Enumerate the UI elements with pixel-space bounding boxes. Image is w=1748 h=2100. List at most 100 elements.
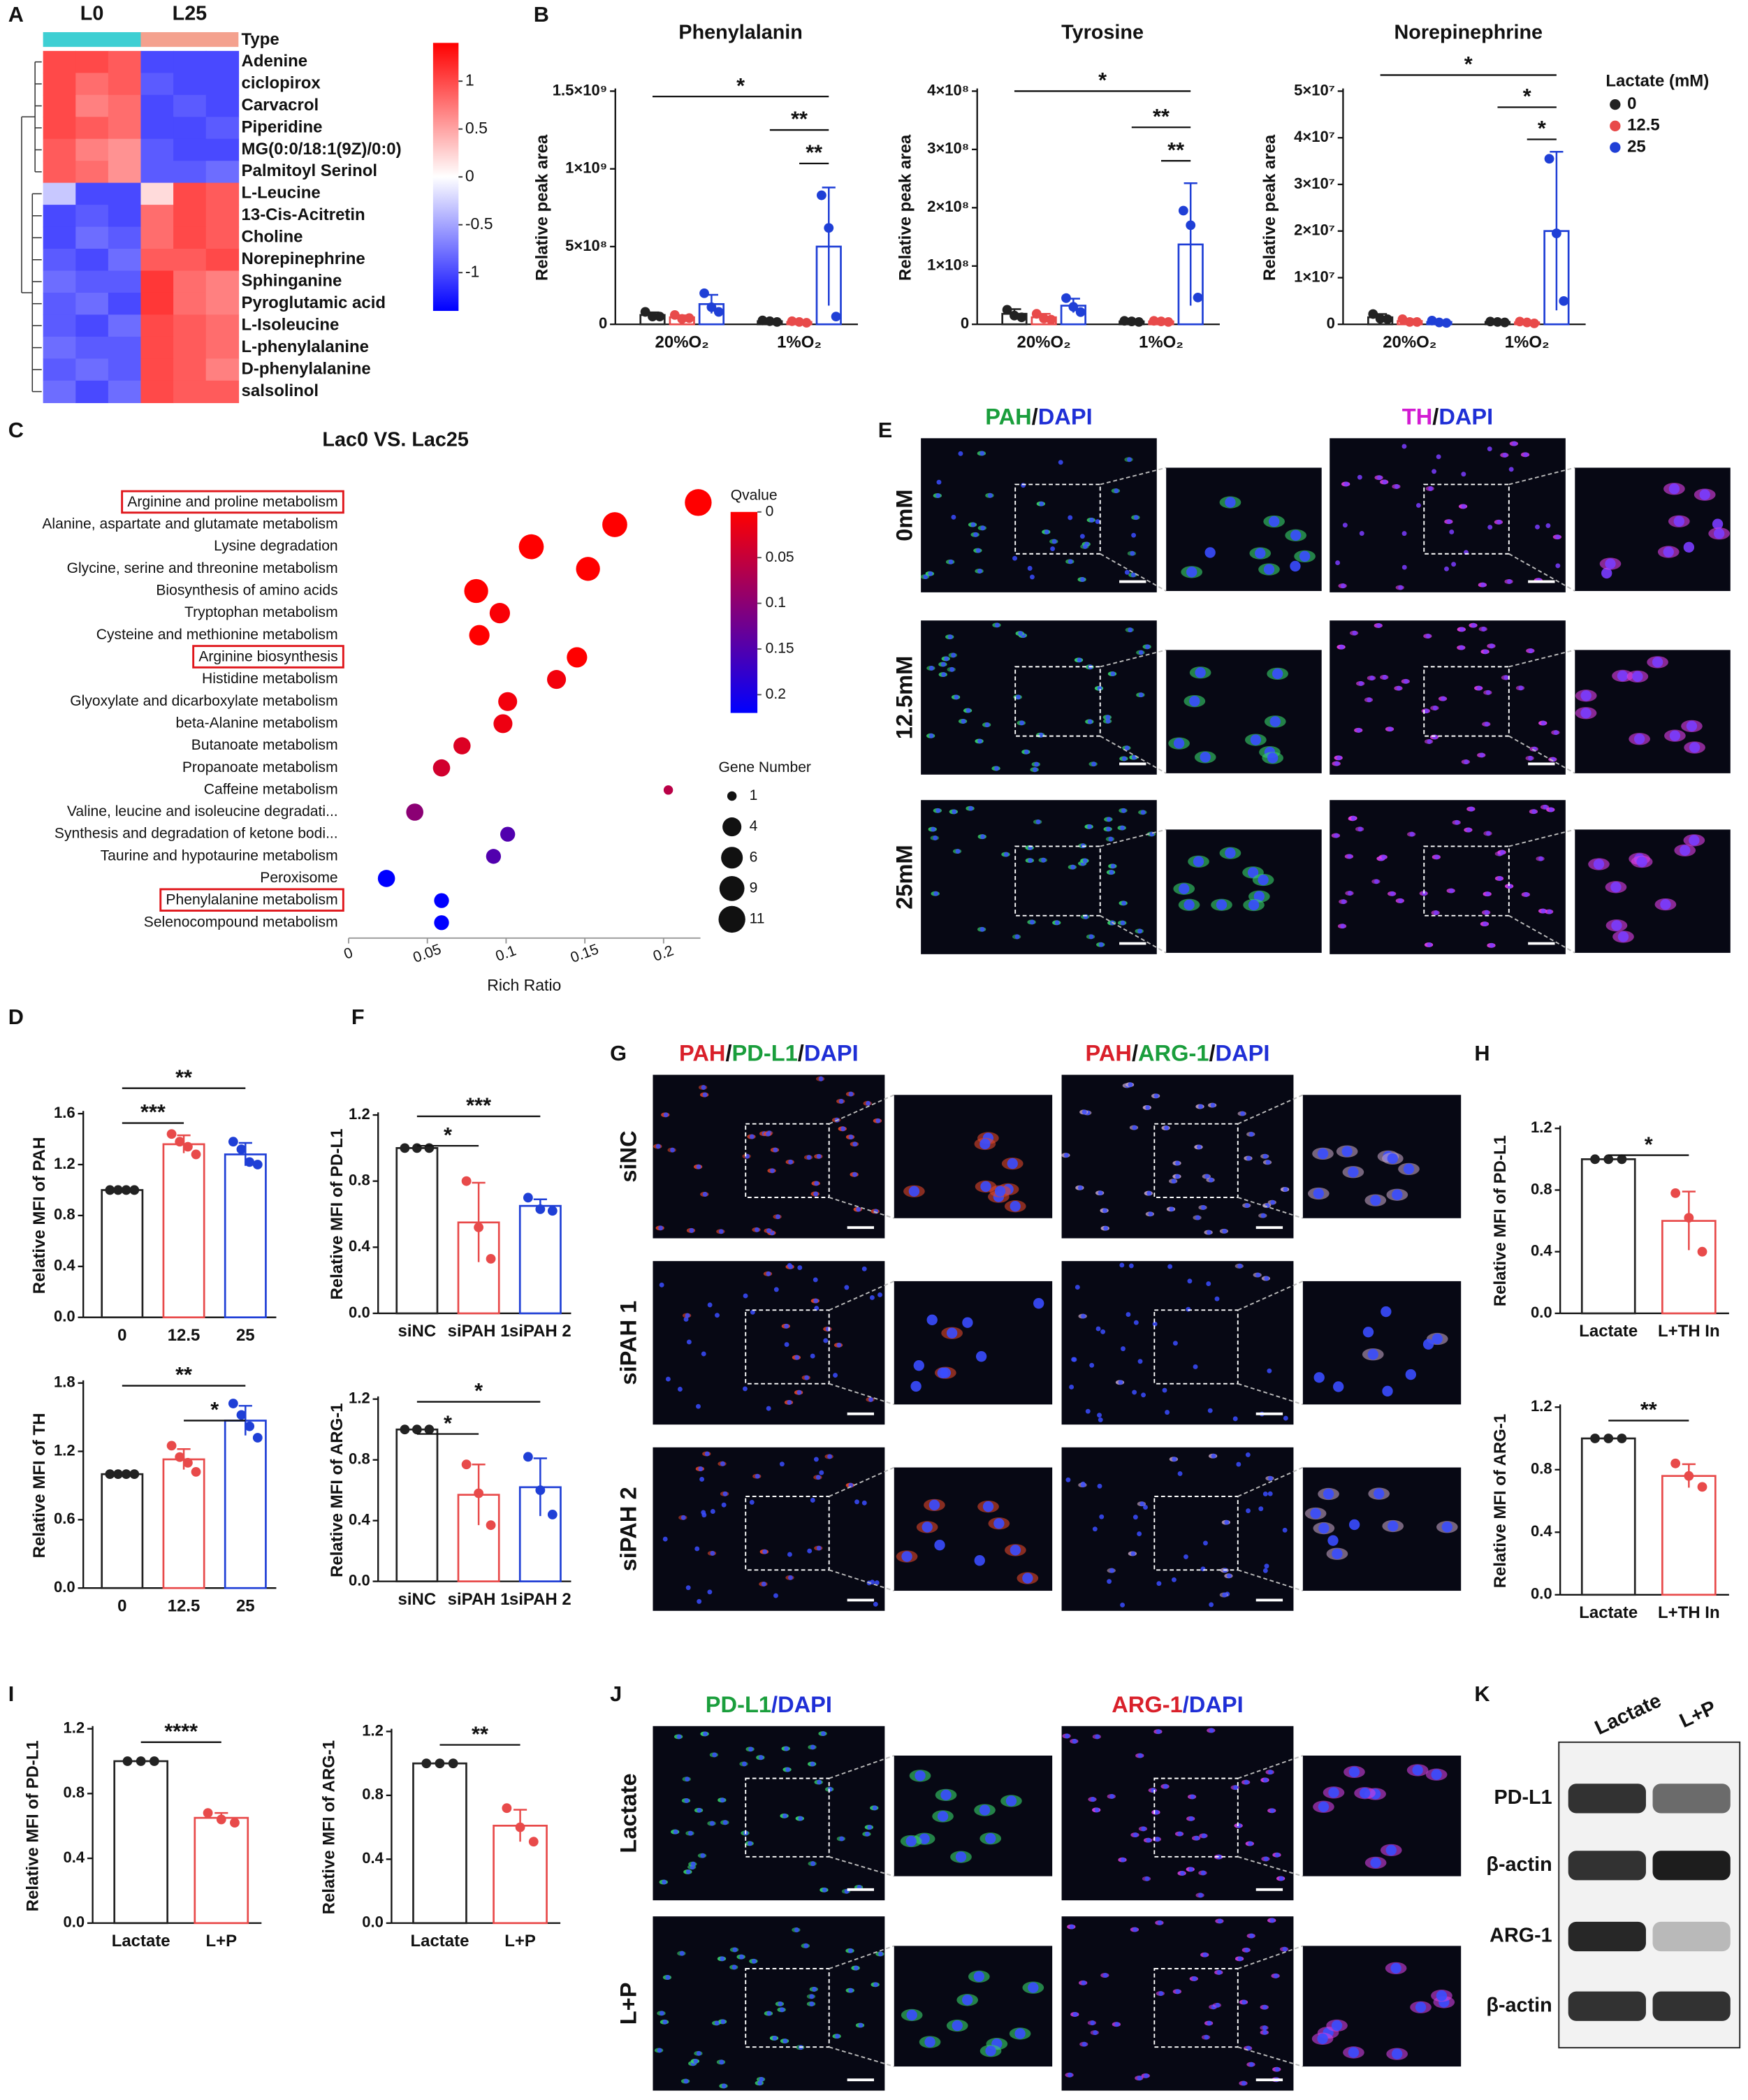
heat-cell	[43, 205, 77, 228]
nucleus	[1196, 1144, 1202, 1150]
heat-cell	[140, 336, 174, 360]
nucleus	[1105, 718, 1111, 724]
y-tick-label: 0.8	[362, 1786, 384, 1803]
nucleus	[1528, 648, 1534, 654]
inset-guide	[829, 1383, 895, 1406]
nucleus	[762, 1549, 768, 1554]
stain-part: /	[771, 1691, 778, 1717]
nucleus	[1508, 467, 1514, 472]
nucleus	[1058, 460, 1063, 465]
data-point	[1544, 154, 1554, 164]
y-axis-label: Relative peak area	[896, 134, 915, 281]
heat-cell	[108, 226, 142, 249]
stain-part: ARG-1	[1112, 1691, 1182, 1717]
heat-cell	[75, 380, 109, 404]
nucleus	[1007, 1158, 1018, 1169]
y-tick-label: 0.0	[362, 1913, 384, 1931]
nucleus	[1106, 826, 1112, 832]
nucleus	[1260, 1213, 1266, 1218]
nucleus	[1186, 567, 1197, 578]
highlight-box	[192, 645, 344, 669]
nucleus	[1484, 722, 1490, 727]
nucleus	[683, 2078, 689, 2084]
data-point	[228, 1399, 238, 1408]
y-axis-label: Relative MFI of TH	[30, 1413, 49, 1559]
data-point	[245, 1421, 255, 1431]
inset-box	[745, 1496, 830, 1571]
nucleus	[1374, 879, 1379, 884]
x-tick-label: 20%O₂	[1383, 333, 1436, 351]
nucleus	[1169, 1206, 1174, 1212]
heat-cell	[205, 73, 240, 96]
nucleus	[1340, 924, 1346, 929]
row-label: L-Isoleucine	[242, 315, 340, 334]
nucleus	[980, 1181, 991, 1193]
nucleus	[848, 1135, 854, 1139]
stain-part: TH	[1402, 403, 1432, 429]
nucleus	[980, 834, 986, 840]
data-point	[1590, 1434, 1600, 1443]
inset-box	[745, 1777, 830, 1858]
data-point	[400, 1424, 410, 1435]
data-point	[699, 288, 709, 298]
nucleus	[813, 1191, 819, 1197]
nucleus	[1098, 1190, 1103, 1196]
nucleus	[1428, 486, 1434, 491]
data-point	[121, 1185, 131, 1195]
nucleus	[1335, 560, 1341, 566]
heat-cell	[140, 94, 174, 118]
group-label: L0	[80, 3, 104, 25]
nucleus	[1237, 1263, 1243, 1269]
data-point	[1119, 316, 1130, 326]
nucleus	[788, 1575, 793, 1580]
band	[1652, 1851, 1731, 1881]
nucleus	[955, 849, 961, 854]
heat-cell	[140, 358, 174, 381]
nucleus	[848, 1091, 854, 1097]
highlight-box	[159, 888, 344, 912]
stain-part: /	[1132, 1040, 1138, 1065]
bar	[395, 1147, 439, 1315]
pathway-label: Selenocompound metabolism	[144, 914, 338, 930]
nucleus	[1050, 546, 1056, 551]
y-tick-label: 0.0	[63, 1913, 85, 1931]
nucleus	[827, 1454, 833, 1459]
nucleus	[815, 1475, 821, 1480]
colorbar-label: -1	[465, 262, 479, 280]
nucleus	[1028, 1982, 1039, 1993]
pathway-label: Alanine, aspartate and glutamate metabol…	[42, 516, 337, 532]
nucleus	[1370, 1195, 1381, 1206]
nucleus	[1190, 1794, 1195, 1800]
data-point	[1031, 309, 1042, 319]
heat-cell	[43, 358, 77, 381]
nucleus	[1432, 469, 1437, 474]
inset-guide	[1237, 1094, 1304, 1125]
inset-guide	[829, 1197, 895, 1219]
nucleus	[910, 1380, 922, 1392]
inset-guide	[1100, 649, 1167, 668]
nucleus	[1436, 454, 1441, 460]
chart-title: Tyrosine	[1061, 22, 1144, 44]
inset-guide	[829, 1281, 895, 1311]
heat-cell	[75, 205, 109, 228]
nucleus	[1132, 1125, 1137, 1130]
y-tick-label: 1.6	[54, 1104, 75, 1121]
data-point	[486, 1520, 496, 1531]
nucleus	[1459, 645, 1464, 650]
micrograph	[1061, 1726, 1294, 1901]
nucleus	[707, 1589, 713, 1595]
nucleus	[1124, 745, 1130, 751]
nucleus	[854, 1965, 859, 1971]
nucleus	[1262, 1568, 1268, 1573]
nucleus	[1274, 2066, 1280, 2072]
heat-cell	[205, 50, 240, 74]
nucleus	[807, 1548, 813, 1554]
nucleus	[937, 1811, 949, 1822]
bar	[1580, 1158, 1636, 1315]
zoom-image	[1575, 650, 1731, 773]
nucleus	[1077, 657, 1082, 663]
nucleus	[1241, 2080, 1246, 2086]
nucleus	[1415, 2001, 1427, 2013]
nucleus	[1204, 1174, 1210, 1179]
nucleus	[809, 1994, 815, 1999]
